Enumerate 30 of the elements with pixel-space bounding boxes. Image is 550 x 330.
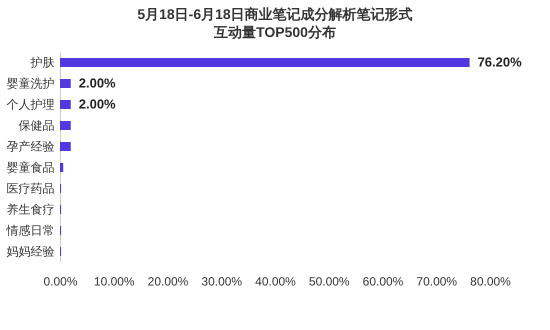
x-tick-label: 20.00% bbox=[148, 274, 189, 288]
bar bbox=[60, 142, 71, 151]
chart-subtitle: 互动量TOP500分布 bbox=[213, 24, 336, 40]
x-tick-label: 80.00% bbox=[470, 274, 512, 288]
y-tick-label: 婴童食品 bbox=[6, 160, 54, 174]
x-tick-label: 70.00% bbox=[416, 274, 458, 288]
y-tick-label: 护肤 bbox=[30, 56, 54, 70]
bar bbox=[60, 79, 71, 88]
y-tick-label: 保健品 bbox=[18, 118, 54, 132]
x-tick-label: 30.00% bbox=[201, 274, 242, 288]
bar bbox=[60, 121, 71, 130]
data-label: 2.00% bbox=[78, 76, 116, 90]
data-label: 2.00% bbox=[78, 96, 116, 112]
bar bbox=[60, 58, 470, 67]
y-tick-label: 情感日常 bbox=[6, 224, 54, 238]
bar bbox=[60, 163, 64, 172]
x-tick-label: 50.00% bbox=[308, 274, 350, 288]
chart-title: 5月18日-6月18日商业笔记成分解析笔记形式 bbox=[137, 6, 413, 22]
y-tick-label: 孕产经验 bbox=[6, 140, 54, 154]
x-tick-label: 40.00% bbox=[255, 274, 296, 288]
x-tick-label: 10.00% bbox=[94, 274, 135, 288]
y-tick-label: 养生食疗 bbox=[6, 202, 54, 216]
y-tick-label: 个人护理 bbox=[6, 98, 54, 112]
y-tick-label: 妈妈经验 bbox=[6, 244, 54, 258]
x-tick-label: 60.00% bbox=[362, 274, 404, 288]
x-tick-label: 0.00% bbox=[43, 274, 78, 288]
data-label: 76.20% bbox=[478, 54, 522, 70]
y-tick-label: 婴童洗护 bbox=[6, 76, 54, 90]
y-tick-label: 医疗药品 bbox=[6, 182, 54, 196]
bar bbox=[60, 100, 71, 109]
